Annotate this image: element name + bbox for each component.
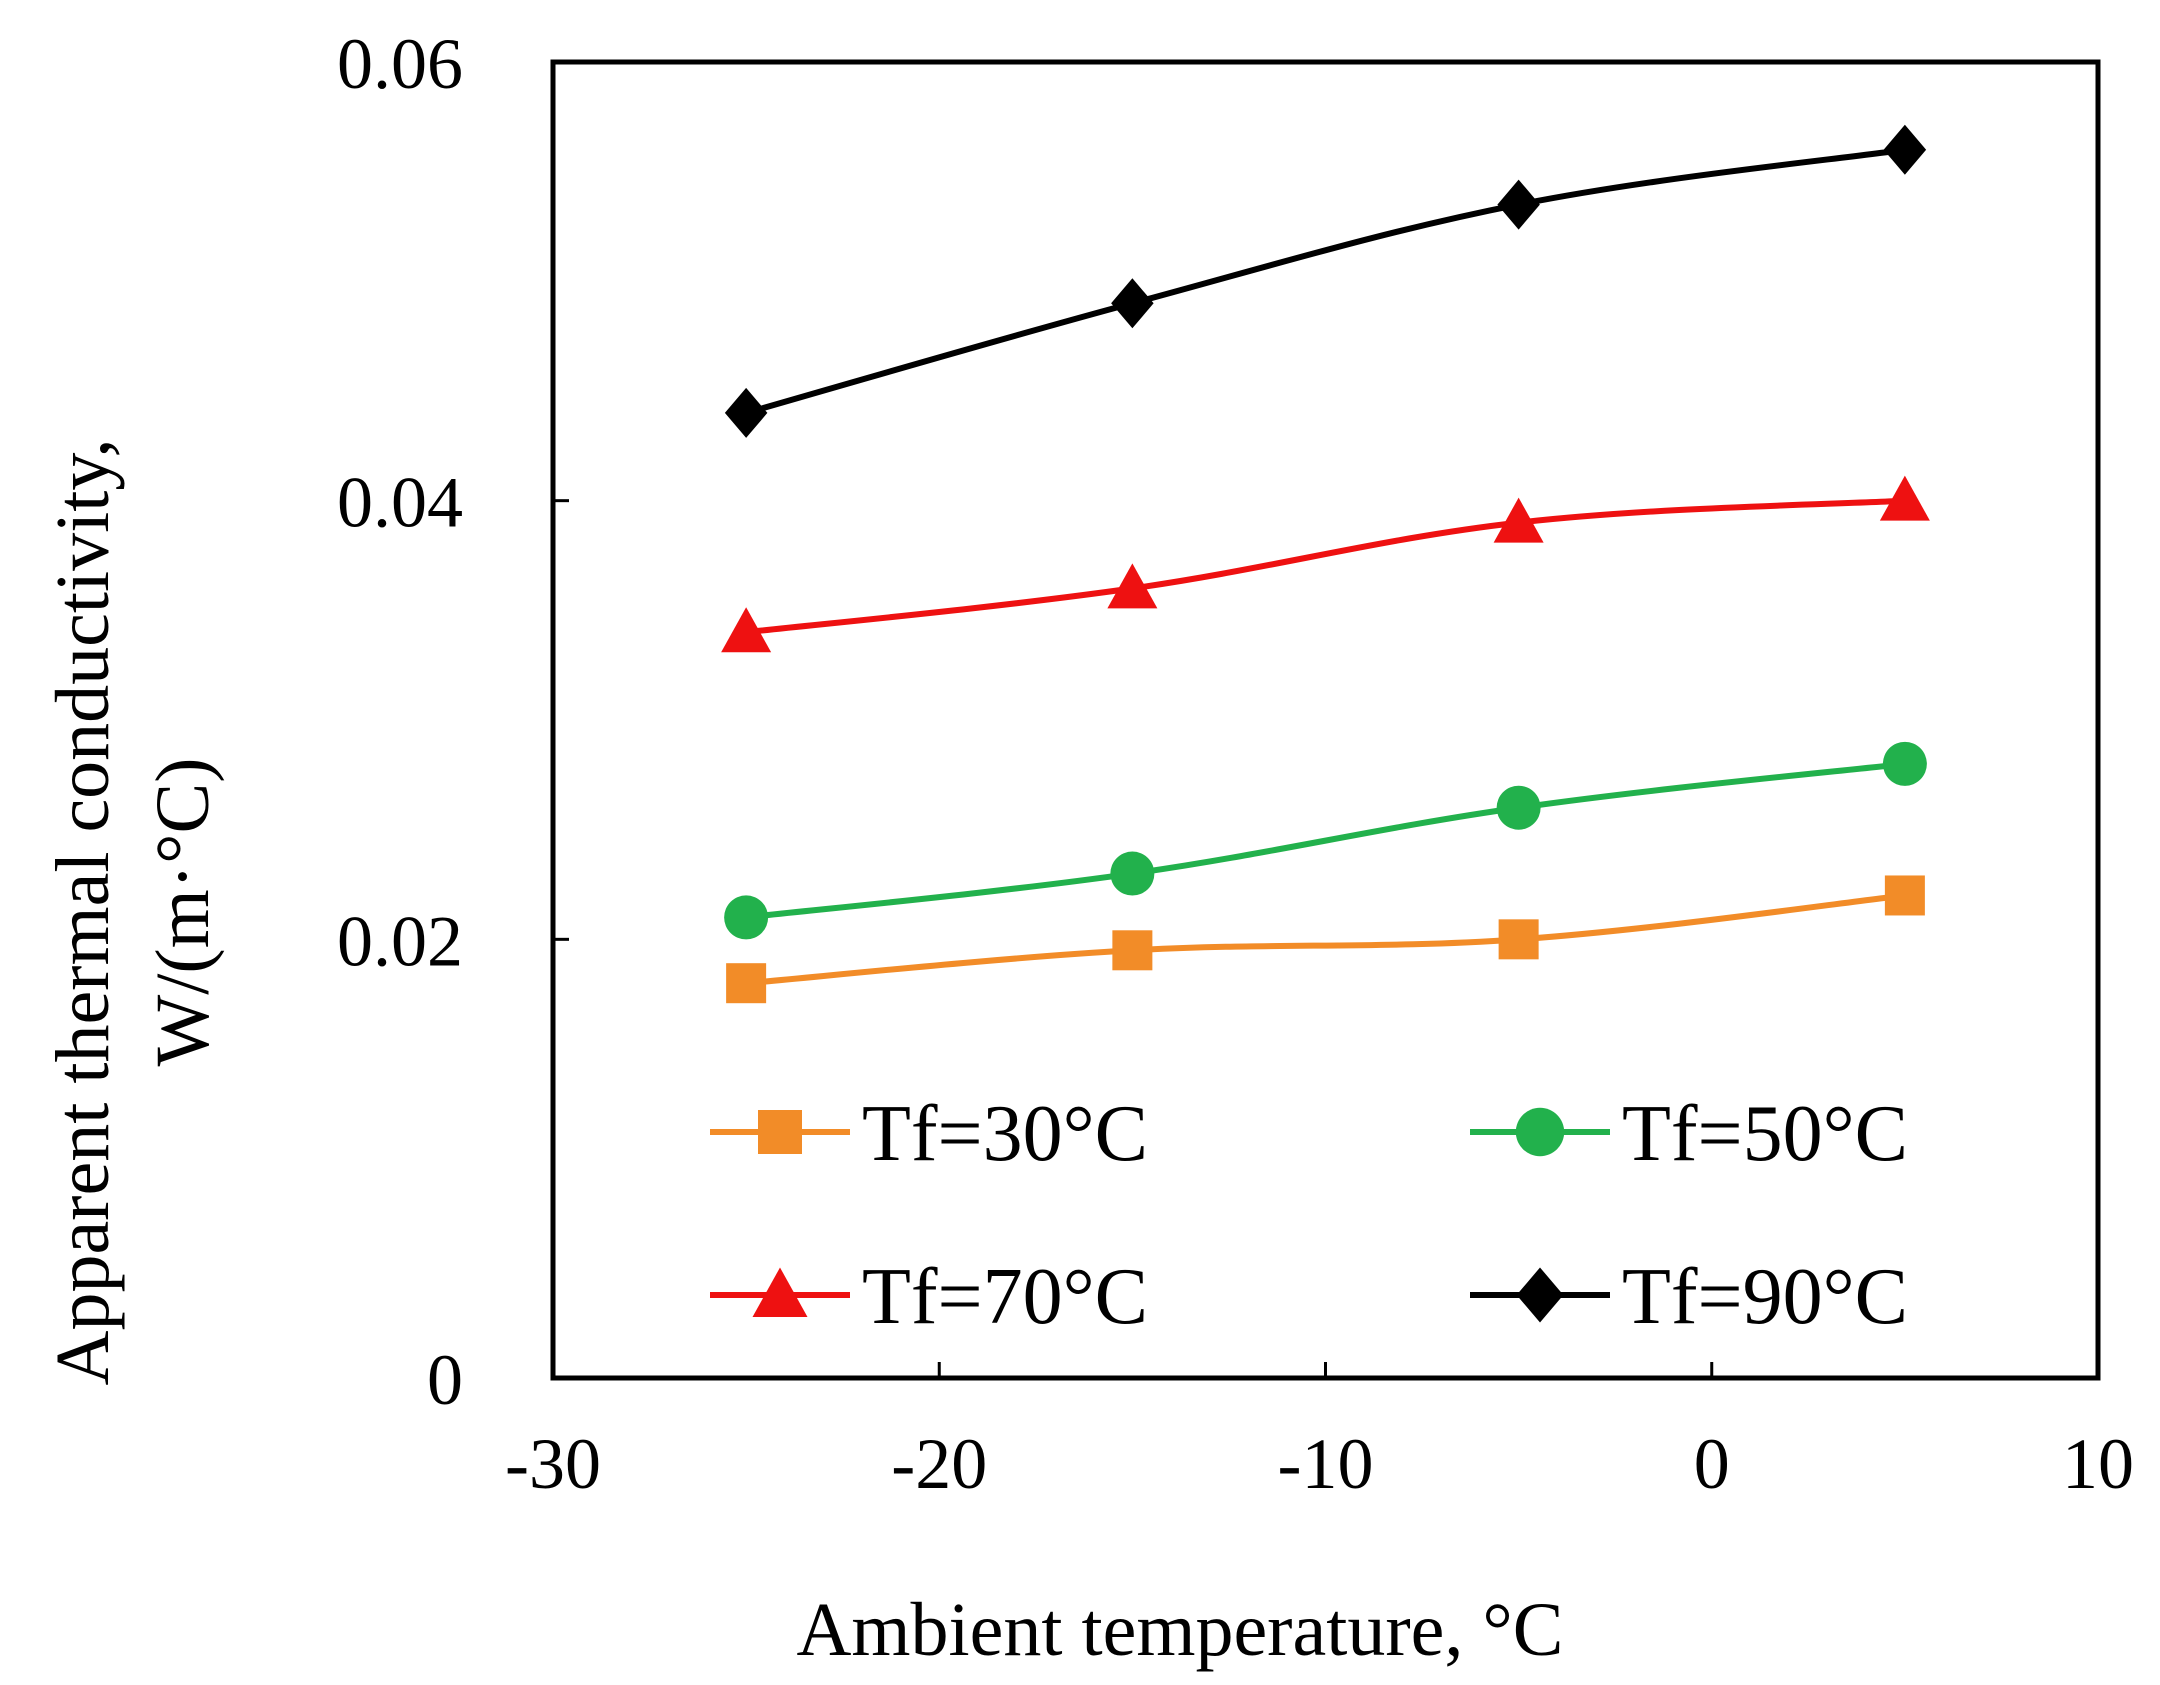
x-tick-label: 0 (1694, 1424, 1730, 1504)
series-line (745, 497, 1906, 636)
data-point-square (1498, 919, 1539, 960)
y-tick-label: 0.02 (337, 901, 463, 981)
data-point-circle (724, 895, 769, 940)
y-axis-ticks: 0 0.02 0.04 0.06 (337, 24, 569, 1420)
series-line (745, 760, 1906, 921)
data-point-circle (1496, 785, 1541, 830)
series-Tf=90°C (724, 124, 1927, 438)
data-point-square (726, 963, 767, 1004)
data-point-diamond (724, 387, 768, 438)
x-tick-label: -20 (891, 1424, 987, 1504)
legend-label: Tf=70°C (862, 1253, 1148, 1341)
data-point-circle (1882, 741, 1927, 786)
legend-item: Tf=30°C (710, 1090, 1148, 1178)
legend-marker-square (758, 1110, 802, 1154)
legend-marker-diamond (1516, 1267, 1564, 1323)
series-Tf=30°C (726, 875, 1925, 1004)
legend-item: Tf=90°C (1470, 1253, 1908, 1341)
plot-area-frame (550, 59, 2101, 1381)
x-tick-label: -30 (505, 1424, 601, 1504)
x-tick-label: -10 (1278, 1424, 1374, 1504)
data-point-diamond (1111, 278, 1154, 329)
legend-label: Tf=50°C (1622, 1090, 1908, 1178)
data-point-diamond (1883, 124, 1927, 175)
data-point-triangle (1879, 475, 1930, 521)
series-line (745, 146, 1906, 416)
data-point-square (1112, 930, 1153, 971)
series-Tf=70°C (721, 475, 1930, 653)
legend-marker-circle (1515, 1107, 1565, 1157)
data-point-triangle (1493, 497, 1544, 543)
series-line (745, 892, 1906, 987)
y-tick-label: 0.06 (337, 24, 463, 104)
legend-label: Tf=90°C (1622, 1253, 1908, 1341)
data-point-diamond (1497, 179, 1540, 230)
data-point-triangle (721, 607, 772, 653)
y-axis-title-line-2: W/(m·°C) (141, 758, 225, 1067)
series-Tf=50°C (724, 741, 1927, 940)
y-tick-label: 0.04 (337, 463, 463, 543)
legend-label: Tf=30°C (862, 1090, 1148, 1178)
series-layer (721, 124, 1930, 1004)
data-point-square (1884, 875, 1925, 916)
legend-marker-triangle (752, 1267, 808, 1317)
legend-item: Tf=70°C (710, 1253, 1148, 1341)
y-axis-title: Apparent thermal conductivity, W/(m·°C) (41, 439, 225, 1386)
y-axis-title-line-1: Apparent thermal conductivity, (41, 439, 125, 1386)
y-tick-label: 0 (427, 1340, 463, 1420)
x-tick-label: 10 (2062, 1424, 2134, 1504)
data-point-circle (1110, 851, 1155, 896)
legend: Tf=30°C Tf=50°C Tf=70°C Tf=90°C (710, 1090, 1908, 1341)
legend-item: Tf=50°C (1470, 1090, 1908, 1178)
x-axis-title: Ambient temperature, °C (797, 1588, 1564, 1672)
data-point-triangle (1107, 563, 1158, 609)
